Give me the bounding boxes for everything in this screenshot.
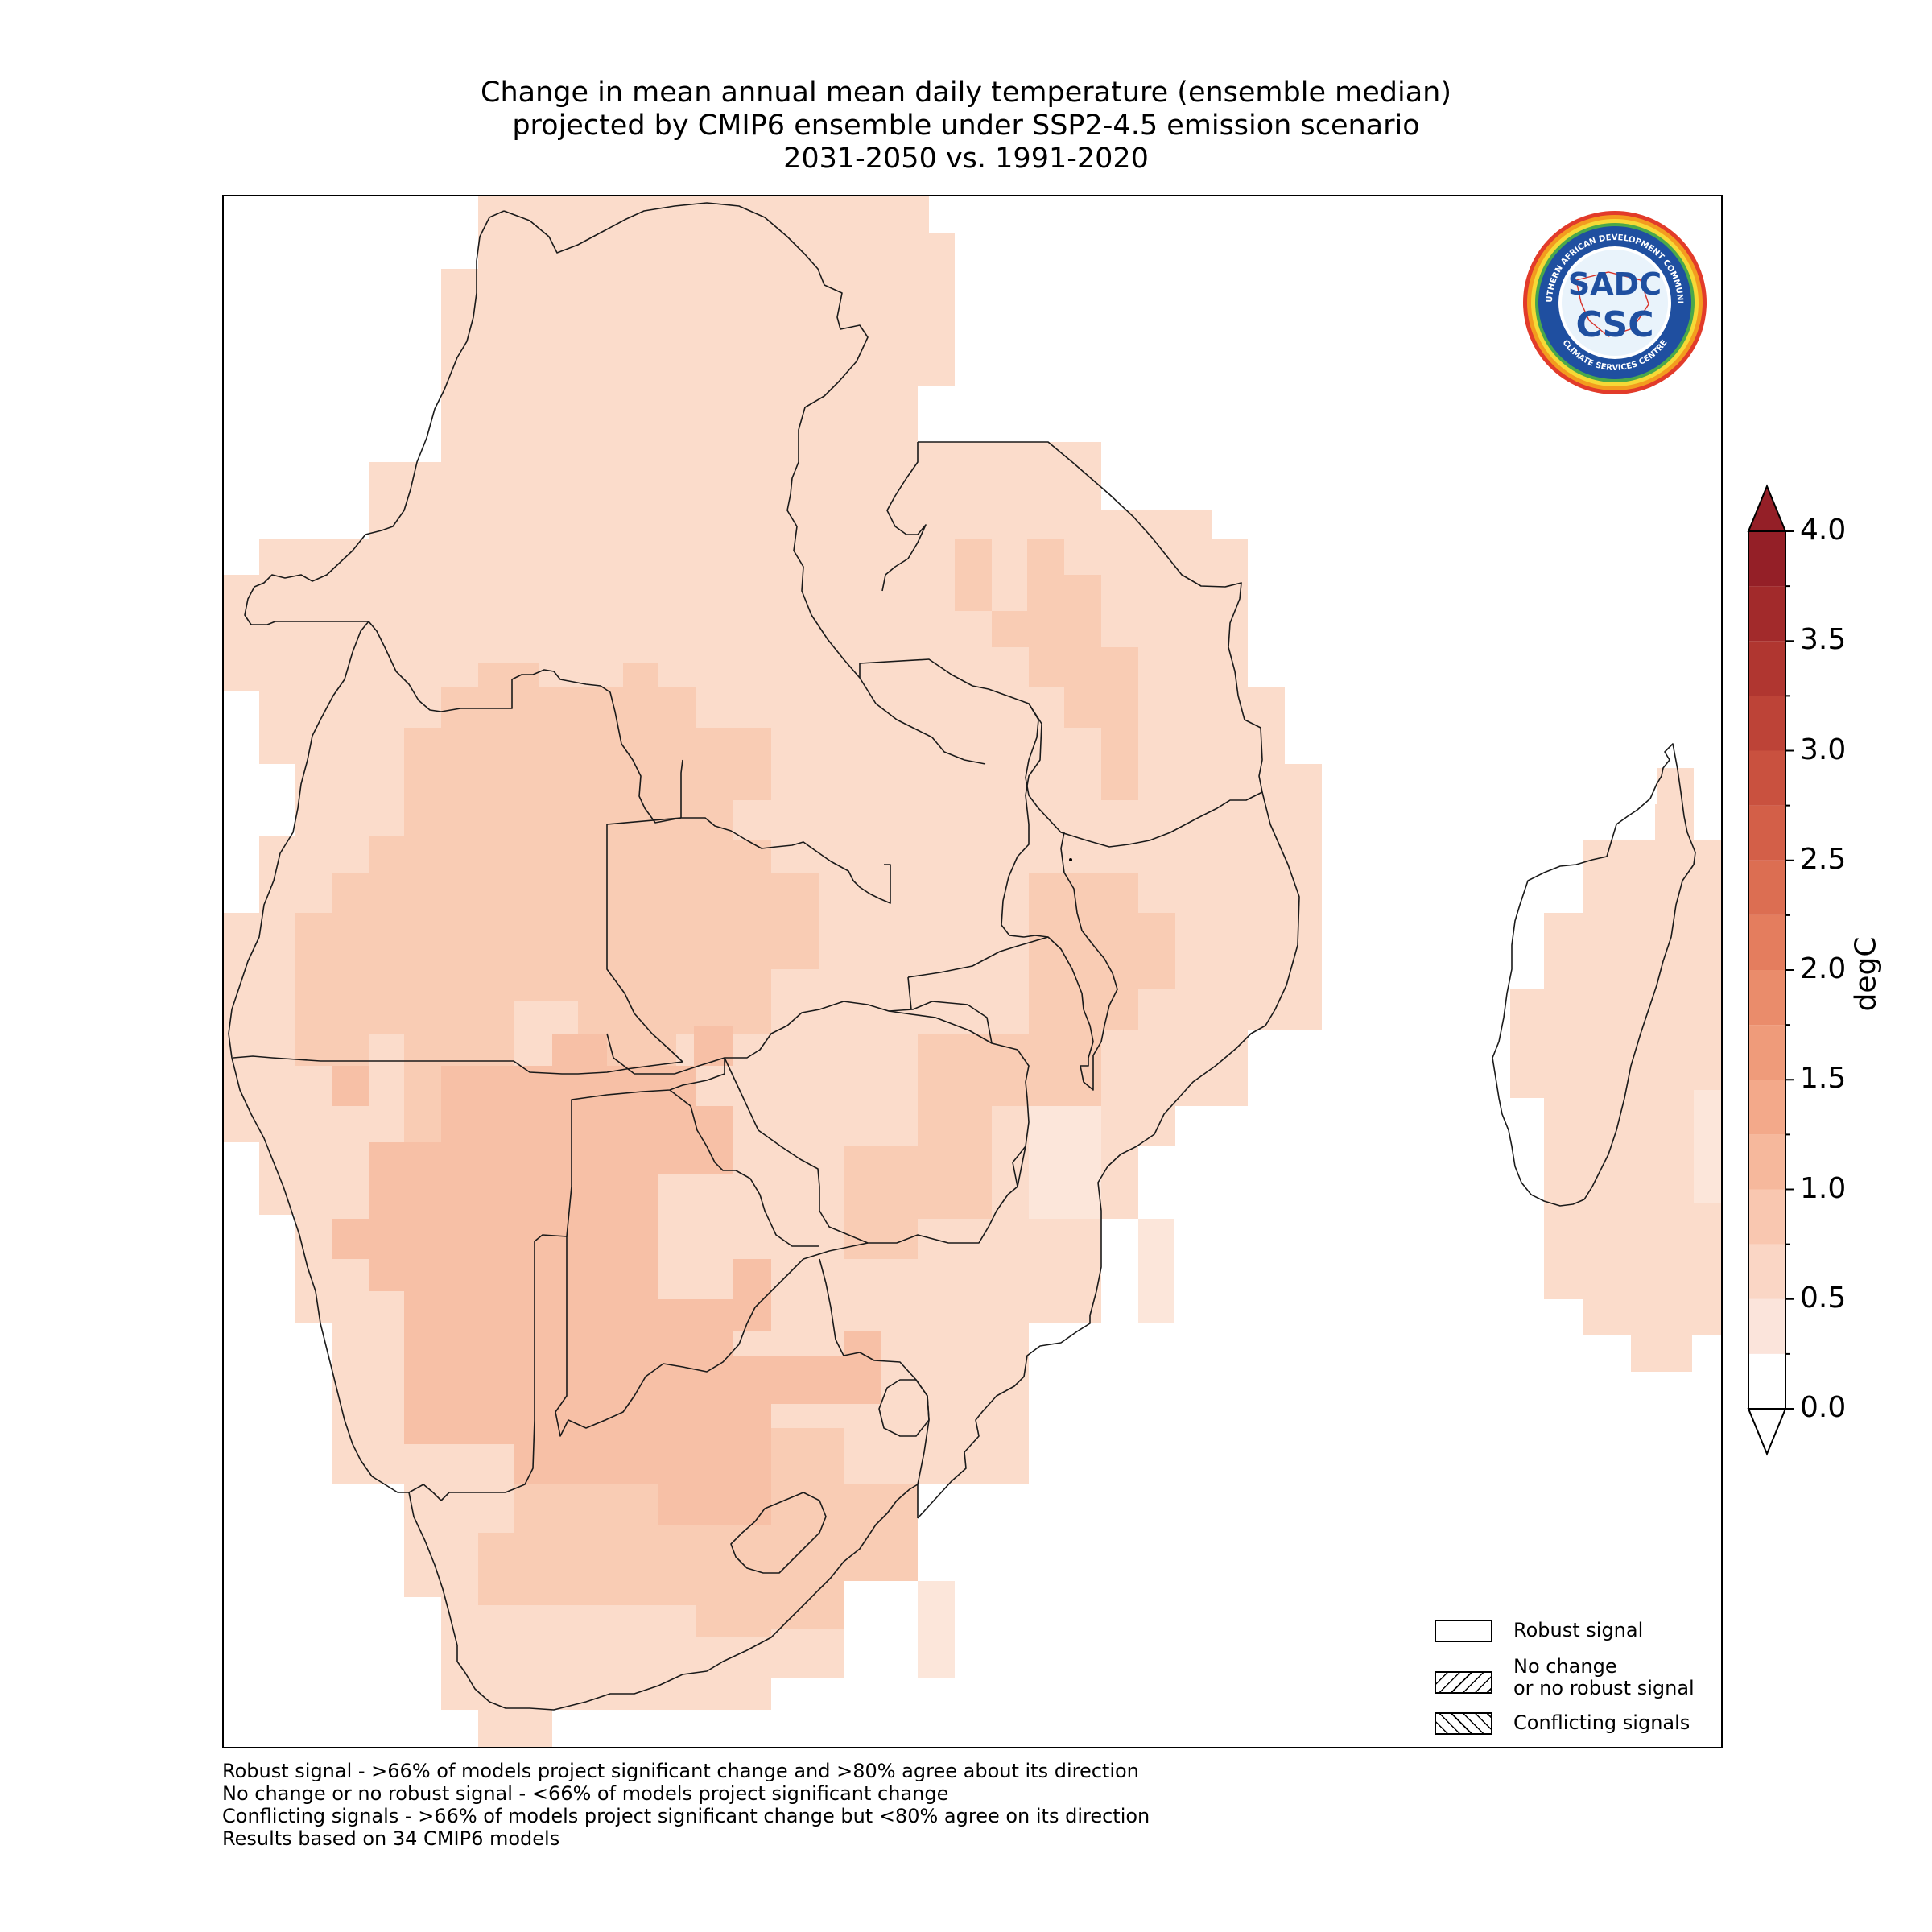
- colorbar-segment: [1748, 696, 1785, 751]
- border-angola-coast: [228, 621, 369, 1059]
- colorbar-extend-max: [1747, 484, 1787, 532]
- field-cells-madagascar-north: [1657, 768, 1721, 1090]
- colorbar-segment: [1748, 750, 1785, 806]
- legend-label-no-change-1: No change: [1513, 1655, 1617, 1678]
- footnotes: Robust signal - >66% of models project s…: [222, 1760, 1150, 1850]
- footnote-4: Results based on 34 CMIP6 models: [222, 1827, 560, 1850]
- colorbar-segment: [1748, 586, 1785, 642]
- footnote-1: Robust signal - >66% of models project s…: [222, 1760, 1139, 1782]
- colorbar-extend-min: [1747, 1408, 1787, 1456]
- lake-marker: [1069, 858, 1072, 861]
- sadc-csc-logo: SOUTHERN AFRICAN DEVELOPMENT COMMUNITY C…: [1516, 201, 1710, 401]
- border-drc: [503, 202, 986, 765]
- border-botswana: [555, 1236, 869, 1437]
- colorbar-segment: [1748, 1353, 1785, 1409]
- border-zambia-east-bump: [680, 759, 683, 818]
- border-namibia: [231, 1057, 725, 1501]
- legend-swatch-robust: [1435, 1620, 1492, 1642]
- border-angola-north: [368, 621, 891, 904]
- gridded-field: [224, 196, 1721, 1747]
- logo-csc-text: CSC: [1575, 304, 1653, 345]
- field-cells-mozambique: [1029, 873, 1175, 1106]
- border-zambia-south: [606, 1001, 993, 1075]
- field-cell-warm: [332, 1066, 369, 1106]
- colorbar-tick-label: 0.0: [1800, 1391, 1847, 1424]
- border-lesotho: [730, 1492, 827, 1574]
- field-cells-southafrica: [478, 1428, 918, 1637]
- border-drc-west: [244, 210, 505, 625]
- colorbar-tick-label: 3.5: [1800, 623, 1847, 657]
- border-tanzania: [859, 658, 1263, 848]
- colorbar-segment: [1748, 805, 1785, 861]
- border-angola-zambia: [606, 817, 683, 1063]
- field-cell-edge: [918, 1581, 955, 1678]
- legend-swatch-conflicting: [1435, 1712, 1492, 1735]
- legend-label-conflicting: Conflicting signals: [1513, 1711, 1690, 1734]
- colorbar-tick-label: 1.0: [1800, 1171, 1847, 1205]
- colorbar-tick-label: 4.0: [1800, 514, 1847, 547]
- legend-swatch-no-change: [1435, 1671, 1492, 1694]
- colorbar-segment: [1748, 860, 1785, 915]
- colorbar-segment: [1748, 1080, 1785, 1135]
- colorbar-tick-label: 1.5: [1800, 1062, 1847, 1096]
- field-cells-central-west: [295, 663, 819, 1142]
- field-cell-warm: [694, 1026, 733, 1066]
- border-zimbabwe: [724, 1001, 1030, 1244]
- logo-sadc-text: SADC: [1568, 266, 1662, 302]
- colorbar-segment: [1748, 970, 1785, 1026]
- footnote-3: Conflicting signals - >66% of models pro…: [222, 1805, 1150, 1827]
- border-southafrica: [408, 1484, 919, 1711]
- footnote-2: No change or no robust signal - <66% of …: [222, 1782, 949, 1805]
- map-title: Change in mean annual mean daily tempera…: [0, 76, 1932, 175]
- colorbar-tick-label: 3.0: [1800, 733, 1847, 766]
- colorbar-segment: [1748, 1134, 1785, 1190]
- border-botswana-north: [669, 1089, 819, 1247]
- legend-label-robust: Robust signal: [1513, 1619, 1644, 1641]
- colorbar-segment: [1748, 1189, 1785, 1245]
- border-lake-victoria: [881, 442, 927, 592]
- colorbar-tick-label: 0.5: [1800, 1281, 1847, 1315]
- title-line-3: 2031-2050 vs. 1991-2020: [783, 142, 1149, 175]
- border-malawi: [1001, 703, 1118, 1091]
- colorbar: [1747, 484, 1794, 1456]
- title-line-2: projected by CMIP6 ensemble under SSP2-4…: [512, 109, 1420, 142]
- field-cells-madagascar: [1510, 804, 1721, 1372]
- colorbar-segment: [1748, 1025, 1785, 1080]
- map-frame: [222, 195, 1723, 1748]
- border-zim-moz-east: [907, 976, 1026, 1187]
- colorbar-tick-label: 2.0: [1800, 952, 1847, 985]
- colorbar-segment: [1748, 531, 1785, 587]
- field-cells-zimbabwe: [844, 1034, 1029, 1259]
- border-angola-south: [233, 1055, 683, 1075]
- colorbar-segment: [1748, 641, 1785, 696]
- temperature-change-map: [224, 196, 1721, 1747]
- field-cells-namibia-botswana: [332, 1034, 881, 1525]
- colorbar-segment: [1748, 1298, 1785, 1354]
- legend-label-no-change-2: or no robust signal: [1513, 1677, 1695, 1699]
- title-line-1: Change in mean annual mean daily tempera…: [481, 76, 1451, 109]
- border-mozambique-coast: [917, 791, 1300, 1519]
- colorbar-segment: [1748, 1244, 1785, 1299]
- border-eswatini: [878, 1379, 930, 1437]
- border-zambia-mozambique: [907, 936, 1049, 978]
- field-cell-edge: [1138, 1219, 1174, 1323]
- colorbar-tick-label: 2.5: [1800, 842, 1847, 876]
- border-madagascar: [1492, 743, 1696, 1207]
- colorbar-unit-label: degC: [1849, 936, 1883, 1012]
- field-cells-tanzania: [955, 539, 1138, 800]
- colorbar-segment: [1748, 914, 1785, 970]
- country-borders: [228, 202, 1696, 1711]
- border-tanzania-coast: [918, 441, 1263, 793]
- field-cell-edge: [1694, 1090, 1721, 1203]
